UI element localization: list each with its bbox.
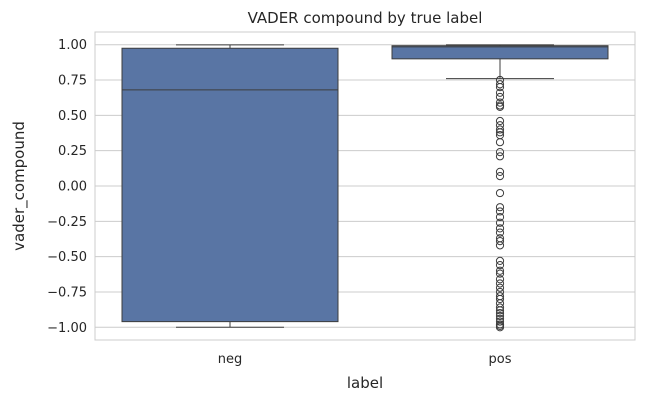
outlier-point — [495, 116, 505, 126]
y-tick-label: 0.25 — [58, 144, 87, 159]
y-tick-label: 0.00 — [58, 180, 87, 195]
outlier-point — [495, 261, 505, 270]
outlier-point — [495, 294, 505, 304]
outlier-point — [495, 80, 505, 89]
outlier-point — [495, 102, 505, 111]
y-tick-label: 1.00 — [58, 38, 87, 53]
outlier-point — [495, 188, 505, 198]
outlier-point — [495, 269, 505, 278]
y-tick-label: 0.75 — [58, 74, 87, 89]
box-plots — [121, 44, 609, 332]
box-iqr — [391, 45, 609, 60]
outlier-point — [495, 167, 505, 176]
y-tick-label: 0.50 — [58, 109, 87, 124]
box-neg — [121, 44, 339, 328]
outlier-point — [495, 98, 505, 107]
outlier-point — [495, 241, 505, 250]
outlier-point — [495, 299, 505, 308]
outlier-point — [495, 207, 505, 216]
outlier-point — [495, 266, 505, 275]
outlier-point — [495, 203, 505, 212]
outlier-point — [495, 228, 505, 237]
outlier-point — [495, 311, 505, 321]
outlier-point — [495, 138, 505, 147]
y-tick-label: −0.50 — [47, 250, 87, 265]
outlier-point — [495, 283, 505, 292]
y-tick-label: −0.75 — [47, 285, 87, 300]
y-tick-labels: 1.00 0.75 0.50 0.25 0.00 −0.25 −0.50 −0.75 −1.00 — [47, 38, 87, 336]
outlier-point — [495, 303, 505, 312]
outlier-point — [495, 152, 505, 161]
outlier-point — [495, 92, 505, 102]
y-axis-label: vader_compound — [10, 121, 29, 251]
box-iqr — [121, 47, 339, 323]
outlier-point — [495, 323, 505, 332]
y-tick-label: −1.00 — [47, 321, 87, 336]
x-tick-label: pos — [489, 352, 512, 367]
outlier-point — [495, 237, 505, 246]
outlier-point — [495, 83, 505, 92]
outlier-point — [495, 279, 505, 288]
outlier-point — [495, 256, 505, 265]
outlier-point — [495, 121, 505, 130]
outlier-point — [495, 88, 505, 97]
outlier-point — [495, 224, 505, 233]
outlier-point — [495, 128, 505, 137]
outlier-point — [495, 125, 505, 134]
y-tick-label: −0.25 — [47, 215, 87, 230]
box-pos — [391, 44, 609, 332]
outlier-point — [495, 172, 505, 181]
outlier-point — [495, 218, 505, 227]
x-tick-label: neg — [218, 352, 243, 367]
plot-frame — [94, 31, 636, 341]
outlier-point — [495, 147, 505, 157]
outlier-point — [495, 212, 505, 222]
x-tick-labels: neg pos — [218, 352, 512, 367]
outlier-point — [495, 309, 505, 318]
outlier-point — [495, 275, 505, 284]
outlier-point — [495, 317, 505, 326]
outlier-point — [495, 306, 505, 315]
x-axis-label: label — [347, 374, 383, 392]
chart-title: VADER compound by true label — [248, 9, 483, 27]
